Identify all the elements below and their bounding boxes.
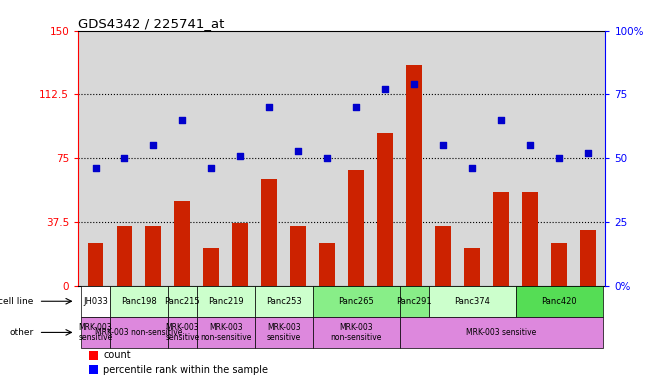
Bar	[168, 317, 197, 348]
Text: Panc198: Panc198	[121, 297, 157, 306]
Text: Panc265: Panc265	[339, 297, 374, 306]
Bar	[261, 179, 277, 286]
Bar	[81, 286, 110, 317]
Bar	[312, 317, 400, 348]
Text: Panc215: Panc215	[165, 297, 201, 306]
Text: cell line: cell line	[0, 297, 33, 306]
Bar	[117, 226, 132, 286]
Point	[467, 166, 477, 172]
Bar	[197, 317, 255, 348]
Text: other: other	[9, 328, 33, 337]
Text: MRK-003
non-sensitive: MRK-003 non-sensitive	[201, 323, 251, 342]
Point	[119, 155, 130, 161]
Bar	[522, 192, 538, 286]
Bar	[580, 230, 596, 286]
Bar	[145, 226, 161, 286]
Point	[293, 147, 303, 154]
Bar	[255, 317, 312, 348]
Point	[322, 155, 333, 161]
Point	[438, 142, 449, 149]
Bar	[232, 223, 248, 286]
Bar	[400, 317, 603, 348]
Text: MRK-003
sensitive: MRK-003 sensitive	[165, 323, 200, 342]
Bar	[493, 192, 509, 286]
Point	[409, 81, 419, 87]
Text: count: count	[104, 350, 131, 360]
Text: Panc374: Panc374	[454, 297, 490, 306]
Bar	[110, 317, 168, 348]
Bar	[89, 351, 98, 360]
Bar	[87, 243, 104, 286]
Bar	[290, 226, 306, 286]
Bar	[168, 286, 197, 317]
Point	[380, 86, 391, 93]
Bar	[464, 248, 480, 286]
Bar	[312, 286, 400, 317]
Text: Panc219: Panc219	[208, 297, 243, 306]
Text: MRK-003 sensitive: MRK-003 sensitive	[466, 328, 536, 337]
Point	[177, 117, 187, 123]
Bar	[378, 133, 393, 286]
Bar	[203, 248, 219, 286]
Bar	[516, 286, 603, 317]
Point	[90, 166, 101, 172]
Point	[554, 155, 564, 161]
Bar	[551, 243, 567, 286]
Bar	[436, 226, 451, 286]
Bar	[320, 243, 335, 286]
Point	[496, 117, 506, 123]
Text: percentile rank within the sample: percentile rank within the sample	[104, 364, 268, 374]
Text: Panc420: Panc420	[541, 297, 577, 306]
Point	[351, 104, 361, 110]
Text: MRK-003 non-sensitive: MRK-003 non-sensitive	[95, 328, 183, 337]
Bar	[255, 286, 312, 317]
Bar	[197, 286, 255, 317]
Point	[235, 152, 245, 159]
Bar	[89, 365, 98, 374]
Point	[148, 142, 159, 149]
Point	[583, 150, 593, 156]
Point	[264, 104, 275, 110]
Bar	[110, 286, 168, 317]
Text: MRK-003
non-sensitive: MRK-003 non-sensitive	[331, 323, 382, 342]
Bar	[348, 170, 364, 286]
Bar	[174, 201, 190, 286]
Text: MRK-003
sensitive: MRK-003 sensitive	[267, 323, 301, 342]
Point	[525, 142, 535, 149]
Text: JH033: JH033	[83, 297, 108, 306]
Bar	[400, 286, 429, 317]
Bar	[81, 317, 110, 348]
Text: GDS4342 / 225741_at: GDS4342 / 225741_at	[78, 17, 225, 30]
Bar	[406, 65, 422, 286]
Text: Panc253: Panc253	[266, 297, 301, 306]
Text: Panc291: Panc291	[396, 297, 432, 306]
Text: MRK-003
sensitive: MRK-003 sensitive	[78, 323, 113, 342]
Point	[206, 166, 217, 172]
Bar	[429, 286, 516, 317]
